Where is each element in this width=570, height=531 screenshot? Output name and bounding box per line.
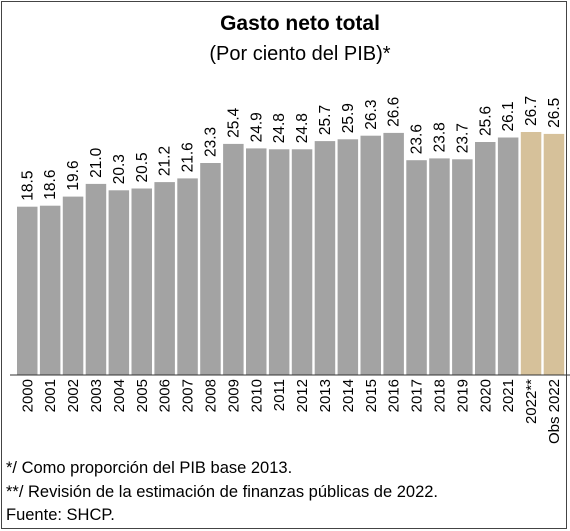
value-label: 23.7	[454, 123, 471, 153]
bar-2002	[62, 196, 84, 375]
value-label: 23.8	[431, 122, 448, 152]
bar-2012	[291, 149, 313, 375]
value-labels-group: 18.5 18.6 19.6 21.0 20.3 20.5 21.2 21.6 23.3 25.4…	[19, 96, 563, 201]
bar-2022	[520, 132, 542, 375]
x-tick-label: 2009	[225, 379, 242, 412]
bar-2003	[85, 183, 107, 375]
value-label: 24.9	[248, 112, 265, 142]
x-tick-label: 2001	[42, 379, 59, 412]
value-label: 25.6	[477, 106, 494, 136]
bar-2004	[108, 190, 130, 375]
bar-2016	[383, 132, 404, 375]
x-tick-label: 2008	[202, 379, 219, 412]
x-tick-label: 2014	[340, 379, 357, 412]
value-label: 26.3	[363, 100, 380, 130]
bar-obs-2022	[543, 133, 565, 375]
chart-title: Gasto neto total	[220, 12, 380, 35]
bar-2018	[429, 158, 450, 375]
value-label: 25.4	[225, 107, 242, 138]
x-tick-label: 2006	[157, 379, 174, 412]
value-label: 21.6	[180, 142, 197, 172]
x-tick-label: 2020	[477, 379, 494, 412]
bar-2021	[497, 137, 519, 375]
value-label: 20.3	[111, 154, 128, 184]
x-tick-label: 2002	[65, 379, 82, 412]
x-tick-label: 2000	[19, 379, 36, 412]
bar-2006	[154, 182, 175, 375]
value-label: 21.2	[157, 146, 174, 176]
bar-2000	[17, 206, 38, 375]
value-label: 20.5	[134, 152, 151, 182]
x-tick-label: 2021	[500, 379, 517, 412]
value-label: 24.8	[294, 113, 311, 143]
bar-2017	[406, 160, 427, 375]
footnote-3: Fuente: SHCP.	[6, 506, 115, 524]
chart-subtitle: (Por ciento del PIB)*	[209, 43, 390, 65]
bar-2020	[475, 142, 496, 375]
x-tick-label: 2007	[180, 379, 197, 412]
footnote-2: **/ Revisión de la estimación de finanza…	[6, 483, 439, 501]
bar-2015	[360, 135, 381, 375]
x-tick-label: 2016	[386, 379, 403, 412]
bar-2014	[337, 139, 359, 375]
bar-2007	[177, 178, 198, 375]
x-tick-label: 2005	[134, 379, 151, 412]
value-label: 26.6	[386, 97, 403, 127]
x-tick-label: 2013	[317, 379, 334, 412]
bar-2009	[223, 143, 244, 375]
x-tick-label: 2022**	[523, 379, 540, 424]
bar-2001	[39, 205, 61, 375]
value-label: 21.0	[88, 147, 105, 178]
x-tick-label: 2010	[248, 379, 265, 412]
value-label: 19.6	[65, 160, 82, 190]
value-label: 18.5	[19, 171, 36, 201]
bar-2008	[200, 163, 221, 375]
x-tick-label: 2012	[294, 379, 311, 412]
value-label: 24.8	[271, 113, 288, 143]
x-tick-label: 2018	[431, 379, 448, 412]
value-label: 26.1	[500, 101, 517, 131]
value-label: 26.5	[546, 98, 563, 128]
x-tick-label: Obs 2022	[546, 379, 563, 444]
bar-2005	[131, 188, 152, 375]
bar-2013	[314, 141, 336, 375]
x-tick-label: 2003	[88, 379, 105, 412]
value-label: 25.9	[340, 103, 357, 133]
x-tick-label: 2011	[271, 379, 288, 411]
x-tick-label: 2017	[409, 379, 426, 412]
footnote-1: */ Como proporción del PIB base 2013.	[6, 459, 293, 477]
bars-group	[17, 132, 565, 375]
bar-2011	[268, 149, 290, 375]
x-tick-label: 2019	[454, 379, 471, 412]
x-tick-label: 2004	[111, 379, 128, 412]
bar-2019	[452, 159, 473, 375]
value-label: 23.3	[202, 127, 219, 157]
value-label: 26.7	[523, 96, 540, 126]
bar-2010	[246, 148, 267, 375]
tick-labels-group: 2000 2001 2002 2003 2004 2005 2006 2007 2008 2009…	[19, 379, 563, 444]
x-tick-label: 2015	[363, 379, 380, 412]
value-label: 25.7	[317, 105, 334, 135]
value-label: 18.6	[42, 170, 59, 200]
value-label: 23.6	[409, 124, 426, 154]
